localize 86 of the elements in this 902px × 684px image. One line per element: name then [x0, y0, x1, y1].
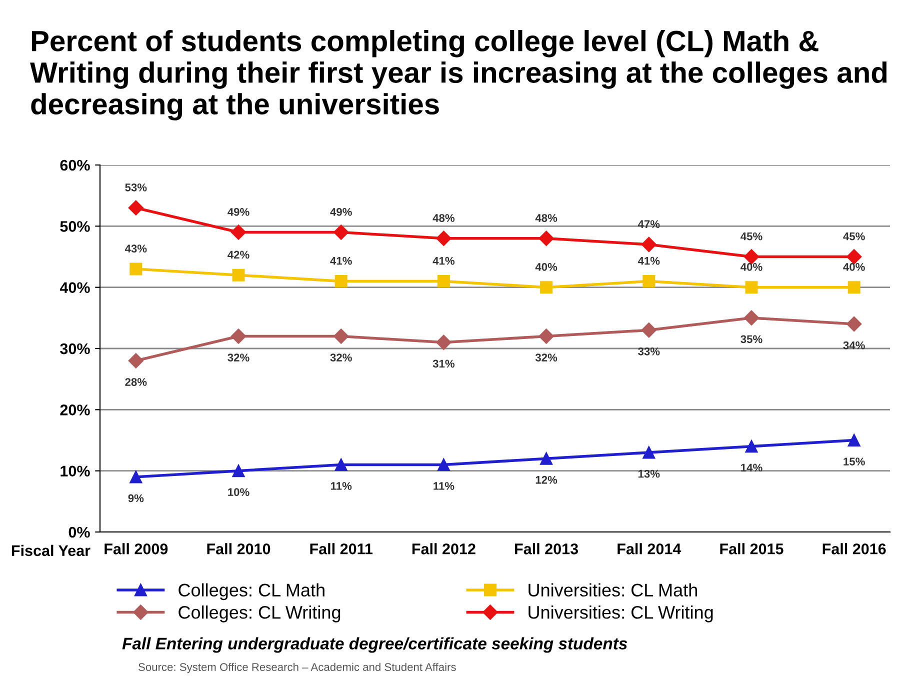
point [538, 230, 554, 246]
data-label: 42% [228, 250, 250, 259]
data-label: 14% [741, 464, 762, 472]
point [232, 268, 245, 282]
data-label: 13% [638, 470, 660, 478]
y-tick-label: 20% [60, 404, 90, 416]
data-label: 9% [128, 494, 144, 502]
point [334, 224, 349, 240]
data-label: 32% [535, 354, 558, 362]
x-tick-label: Fall 2011 [310, 543, 373, 554]
point [848, 281, 860, 294]
point [846, 249, 862, 264]
data-label: 48% [535, 214, 558, 222]
data-label: 53% [125, 183, 147, 192]
x-tick-label: Fall 2013 [515, 543, 578, 554]
data-label: 41% [638, 256, 660, 265]
data-label: 12% [536, 476, 558, 484]
legend-label: Universities: CL Math [528, 583, 697, 597]
x-tick-label: Fall 2009 [104, 543, 168, 554]
point [848, 434, 860, 446]
legend-label: Colleges: CL Math [178, 583, 324, 600]
data-label: 41% [432, 256, 455, 265]
data-label: 34% [843, 341, 865, 350]
data-label: 15% [844, 458, 865, 466]
data-label: 28% [125, 378, 147, 386]
point [436, 334, 452, 350]
point [130, 470, 142, 484]
data-label: 43% [124, 244, 147, 253]
x-tick-label: Fall 2010 [207, 543, 270, 554]
data-label: 45% [843, 232, 865, 240]
point [334, 458, 348, 471]
chart-title: Percent of students completing college level (CL) Math & Writing during their first year is increasing at the colleges and decreasing at the universities [30, 30, 887, 120]
legend-label: Universities: CL Writing [528, 606, 713, 622]
x-tick-label: Fall 2015 [720, 543, 784, 554]
point [745, 440, 758, 453]
point [130, 262, 142, 276]
point [128, 200, 144, 216]
point [642, 446, 656, 459]
point [334, 274, 348, 288]
data-label: 48% [432, 214, 455, 222]
x-tick-label: Fall 2016 [822, 543, 886, 554]
point [744, 310, 760, 326]
y-tick-label: 10% [60, 466, 90, 477]
data-label: 40% [535, 263, 558, 271]
data-label: 10% [228, 488, 250, 496]
point [642, 274, 656, 288]
y-tick-label: 50% [60, 221, 90, 232]
data-label: 32% [330, 354, 352, 362]
source-note: Source: System Office Research – Academic and Student Affairs [138, 662, 456, 674]
point [641, 322, 656, 338]
point [436, 230, 452, 246]
point [846, 316, 862, 332]
data-label: 49% [228, 208, 250, 216]
point [540, 281, 553, 294]
data-label: 31% [432, 360, 455, 368]
data-label: 49% [330, 208, 352, 216]
x-tick-label: Fall 2014 [618, 543, 682, 554]
y-tick-label: 30% [60, 343, 90, 354]
data-label: 33% [638, 347, 660, 356]
data-label: 32% [228, 354, 250, 362]
point [334, 328, 349, 344]
point [230, 328, 246, 344]
x-tick-label: Fall 2012 [412, 543, 476, 554]
point [128, 353, 144, 368]
point [641, 236, 656, 252]
point [540, 452, 553, 465]
point [437, 274, 450, 288]
legend-label: Colleges: CL Writing [178, 606, 340, 622]
y-tick-label: 40% [60, 282, 90, 294]
point [437, 458, 450, 471]
point [538, 328, 554, 344]
data-label: 11% [330, 482, 352, 490]
point [232, 464, 245, 478]
data-label: 11% [434, 482, 454, 490]
point [230, 224, 246, 240]
data-label: 40% [740, 263, 762, 271]
text: Fall Entering undergraduate degree/certificate seeking students [122, 637, 628, 653]
data-label: 40% [843, 263, 865, 271]
y-tick-label: 0% [68, 526, 90, 538]
data-label: 35% [740, 335, 762, 344]
data-label: 45% [740, 232, 762, 240]
point [745, 281, 758, 294]
data-label: 41% [330, 256, 352, 265]
y-tick-label: 60% [60, 160, 90, 171]
point [744, 249, 760, 264]
x-axis-title: Fiscal Year [12, 544, 90, 556]
